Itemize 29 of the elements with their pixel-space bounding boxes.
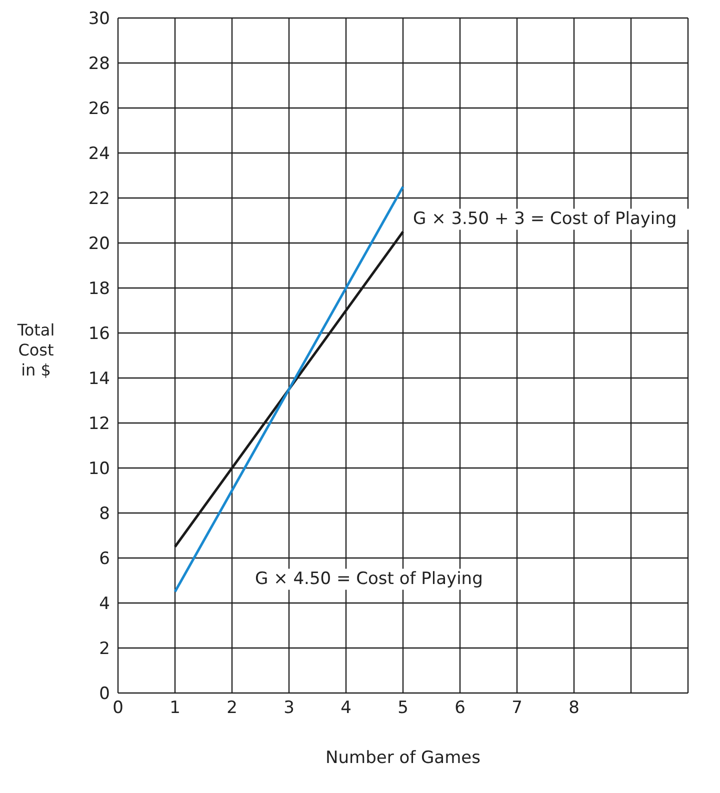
y-axis-title: Total Cost in $ [16, 320, 55, 380]
x-tick-label: 6 [454, 698, 466, 718]
y-tick-label: 20 [88, 234, 110, 254]
y-tick-label: 2 [99, 639, 110, 660]
x-tick-label: 1 [170, 698, 180, 718]
y-tick-label: 30 [88, 9, 110, 30]
x-tick-label: 4 [340, 698, 352, 718]
y-tick-label: 12 [88, 414, 110, 434]
y-tick-label: 6 [99, 549, 110, 570]
x-tick-label: 3 [284, 698, 294, 718]
x-tick-label: 2 [226, 698, 238, 718]
y-tick-label: 26 [88, 99, 110, 120]
y-tick-label: 16 [88, 324, 110, 344]
x-tick-label: 5 [398, 698, 408, 718]
y-tick-label: 24 [88, 144, 110, 164]
y-tick-label: 28 [88, 54, 110, 74]
y-tick-label: 14 [88, 369, 110, 390]
y-tick-label: 22 [88, 189, 110, 210]
y-tick-label: 4 [99, 594, 110, 614]
annotation: G × 4.50 = Cost of Playing [255, 568, 483, 589]
y-tick-label: 10 [88, 459, 110, 480]
x-tick-label: 7 [512, 698, 522, 718]
x-axis-title: Number of Games [326, 748, 481, 768]
y-tick-label: 8 [99, 504, 110, 524]
x-tick-label: 8 [568, 698, 580, 718]
y-tick-label: 0 [99, 684, 110, 704]
x-tick-label: 0 [112, 698, 124, 718]
annotation: G × 3.50 + 3 = Cost of Playing [413, 208, 677, 229]
y-tick-label: 18 [88, 279, 110, 300]
